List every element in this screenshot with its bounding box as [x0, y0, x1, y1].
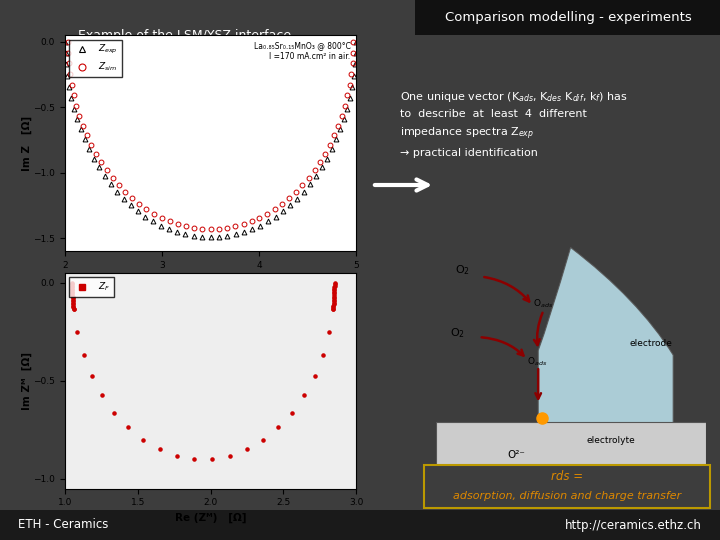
- FancyBboxPatch shape: [0, 510, 720, 540]
- FancyBboxPatch shape: [415, 0, 720, 35]
- X-axis label: Re (Zᴹ)   [Ω]: Re (Zᴹ) [Ω]: [175, 513, 246, 523]
- Y-axis label: Im Zᴹ  [Ω]: Im Zᴹ [Ω]: [22, 352, 32, 410]
- Legend: $Z_F$: $Z_F$: [69, 277, 114, 297]
- Y-axis label: Im Z   [Ω]: Im Z [Ω]: [22, 116, 32, 171]
- Text: electrolyte: electrolyte: [587, 436, 636, 445]
- Text: adsorption, diffusion and charge transfer: adsorption, diffusion and charge transfe…: [453, 491, 681, 501]
- Text: One unique vector (K$_{ads}$, K$_{des}$ K$_{dif}$, k$_f$) has
to  describe  at  : One unique vector (K$_{ads}$, K$_{des}$ …: [400, 90, 628, 158]
- Text: http://ceramics.ethz.ch: http://ceramics.ethz.ch: [565, 518, 702, 531]
- Legend: $Z_{exp}$, $Z_{sim}$: $Z_{exp}$, $Z_{sim}$: [69, 39, 122, 77]
- Text: Example of the LSM/YSZ interface: Example of the LSM/YSZ interface: [78, 29, 292, 42]
- Text: rds =: rds =: [551, 470, 583, 483]
- Text: O$_{ads}$: O$_{ads}$: [533, 297, 553, 310]
- FancyBboxPatch shape: [424, 465, 710, 508]
- Text: ETH - Ceramics: ETH - Ceramics: [18, 518, 109, 531]
- PathPatch shape: [539, 247, 673, 463]
- Text: O²⁻: O²⁻: [508, 450, 526, 460]
- Text: O$_2$: O$_2$: [450, 326, 464, 340]
- Text: Comparison modelling - experiments: Comparison modelling - experiments: [445, 11, 691, 24]
- X-axis label: Re (Z)   [Ω]: Re (Z) [Ω]: [178, 275, 243, 286]
- Text: O$_{ads}$: O$_{ads}$: [527, 355, 548, 368]
- Text: - (RΩ, Cᴅᴸ): - (RΩ, Cᴅᴸ): [205, 231, 270, 244]
- Text: O$_2$: O$_2$: [455, 263, 470, 277]
- Text: electrode: electrode: [630, 339, 673, 348]
- Text: La₀.₈₅Sr₀.₁₅MnO₃ @ 800°C
I =170 mA.cm² in air.: La₀.₈₅Sr₀.₁₅MnO₃ @ 800°C I =170 mA.cm² i…: [253, 42, 351, 61]
- FancyBboxPatch shape: [436, 422, 706, 467]
